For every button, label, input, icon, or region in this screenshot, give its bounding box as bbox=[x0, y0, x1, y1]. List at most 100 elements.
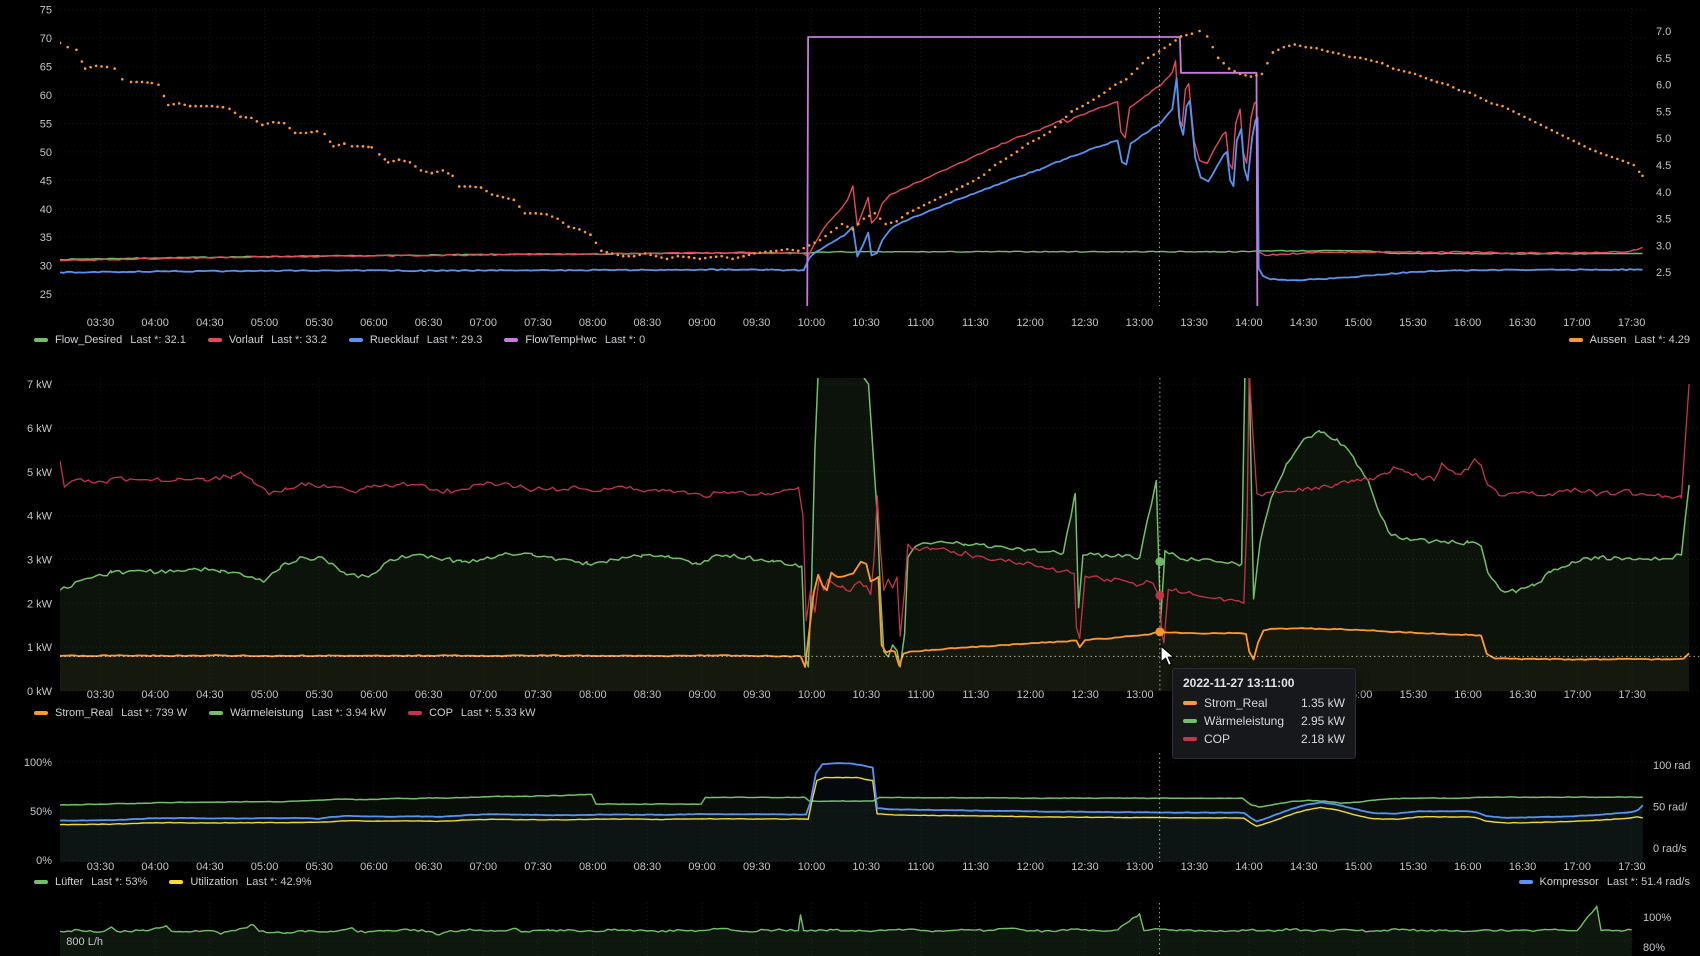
x-axis-time-label: 17:30 bbox=[1618, 861, 1646, 870]
series-Vorlauf bbox=[60, 60, 1643, 262]
series-Ruecklauf bbox=[60, 77, 1643, 282]
y-axis-left-label: 5 kW bbox=[27, 467, 53, 479]
legend-swatch-icon bbox=[1518, 880, 1533, 884]
tooltip-series-value: 2.18 kW bbox=[1300, 732, 1345, 746]
x-axis-time-label: 10:30 bbox=[852, 861, 880, 870]
x-axis-time-label: 06:30 bbox=[415, 689, 443, 700]
y-axis-right-label: 3.0 bbox=[1656, 240, 1671, 252]
legend-item-Wärmeleistung[interactable]: Wärmeleistung Last *: 3.94 kW bbox=[209, 707, 386, 719]
y-axis-left-label: 75 bbox=[40, 5, 52, 17]
y-axis-right-label: 6.5 bbox=[1656, 53, 1671, 65]
legend-item-Flow_Desired[interactable]: Flow_Desired Last *: 32.1 bbox=[34, 334, 186, 346]
y-axis-left-label: 65 bbox=[40, 62, 52, 74]
x-axis-time-label: 12:00 bbox=[1016, 861, 1044, 870]
legend-label: Vorlauf bbox=[228, 334, 264, 346]
x-axis-time-label: 11:00 bbox=[908, 861, 935, 870]
legend-label: Ruecklauf bbox=[369, 334, 419, 346]
legend-label: COP bbox=[429, 707, 453, 719]
x-axis-time-label: 09:30 bbox=[743, 317, 771, 329]
x-axis-time-label: 11:30 bbox=[962, 689, 989, 700]
x-axis-time-label: 12:30 bbox=[1071, 317, 1099, 329]
x-axis-time-label: 08:00 bbox=[579, 317, 607, 329]
x-axis-time-label: 04:30 bbox=[196, 689, 224, 700]
x-axis-time-label: 08:30 bbox=[634, 317, 662, 329]
legend-item-Utilization[interactable]: Utilization Last *: 42.9% bbox=[169, 876, 312, 888]
legend-last-value: Last *: 42.9% bbox=[246, 876, 312, 888]
x-axis-time-label: 03:30 bbox=[87, 317, 115, 329]
panel-flow[interactable]: 800 L/h 100% 80% bbox=[0, 901, 1700, 956]
legend-swatch-icon bbox=[504, 338, 519, 342]
x-axis-time-label: 16:00 bbox=[1454, 689, 1482, 700]
y-axis-left-label: 50 bbox=[40, 147, 52, 159]
legend-item-FlowTempHwc[interactable]: FlowTempHwc Last *: 0 bbox=[504, 334, 645, 346]
x-axis-time-label: 15:00 bbox=[1344, 317, 1372, 329]
chart-tooltip: 2022-11-27 13:11:00 Strom_Real 1.35 kW Wär… bbox=[1172, 668, 1356, 759]
chart-percent[interactable]: 0% 50% 100% 0 rad/s 50 rad/100 rad 03:30 04:00… bbox=[0, 728, 1700, 870]
tooltip-swatch-icon bbox=[1183, 719, 1197, 723]
y-axis-right-label: 80% bbox=[1643, 942, 1665, 954]
chart-temperatures[interactable]: 25 30 35 40 45 50 55 60 65 70 75 2.5 3.0 3.5 4.0 4.5 5.0… bbox=[0, 0, 1700, 330]
x-axis-time-label: 13:30 bbox=[1181, 861, 1209, 870]
y-axis-right-label: 3.5 bbox=[1656, 214, 1671, 226]
y-axis-left-label: 25 bbox=[40, 289, 52, 301]
x-axis-time-label: 09:00 bbox=[688, 317, 716, 329]
x-axis-time-label: 05:30 bbox=[305, 317, 333, 329]
chart-power[interactable]: 0 kW 1 kW 2 kW 3 kW 4 kW 5 kW 6 kW 7 kW 03:30 04:… bbox=[0, 358, 1700, 700]
legend-item-Kompressor[interactable]: Kompressor Last *: 51.4 rad/s bbox=[1518, 876, 1690, 888]
y-axis-right-label: 5.5 bbox=[1656, 106, 1671, 118]
legend-last-value: Last *: 3.94 kW bbox=[311, 707, 387, 719]
legend-swatch-icon bbox=[34, 338, 48, 342]
x-axis-time-label: 10:00 bbox=[798, 689, 826, 700]
panel-power[interactable]: 0 kW 1 kW 2 kW 3 kW 4 kW 5 kW 6 kW 7 kW 03:30 04:… bbox=[0, 358, 1700, 728]
y-axis-left-label: 50% bbox=[30, 806, 52, 818]
x-axis-time-label: 12:00 bbox=[1016, 317, 1044, 329]
y-axis-left-label: 0 kW bbox=[27, 686, 53, 698]
x-axis-time-label: 16:30 bbox=[1508, 317, 1536, 329]
x-axis-time-label: 06:30 bbox=[415, 861, 443, 870]
x-axis-time-label: 13:00 bbox=[1126, 861, 1154, 870]
legend-last-value: Last *: 4.29 bbox=[1634, 334, 1690, 346]
x-axis-time-label: 15:30 bbox=[1399, 861, 1427, 870]
tooltip-series-value: 2.95 kW bbox=[1300, 714, 1345, 728]
x-axis-time-label: 05:00 bbox=[251, 861, 279, 870]
legend-item-Aussen[interactable]: Aussen Last *: 4.29 bbox=[1568, 334, 1690, 346]
y-axis-right-label: 5.0 bbox=[1656, 133, 1671, 145]
x-axis-time-label: 17:30 bbox=[1618, 689, 1646, 700]
legend-label: Utilization bbox=[190, 876, 239, 888]
x-axis-time-label: 16:30 bbox=[1509, 861, 1537, 870]
x-axis-time-label: 12:30 bbox=[1071, 861, 1099, 870]
tooltip-series-name: COP bbox=[1204, 732, 1231, 746]
y-axis-left-label: 100% bbox=[24, 757, 52, 769]
legend-last-value: Last *: 53% bbox=[91, 876, 148, 888]
panel-percent[interactable]: 0% 50% 100% 0 rad/s 50 rad/100 rad 03:30 04:00… bbox=[0, 728, 1700, 901]
x-axis-time-label: 16:00 bbox=[1454, 861, 1482, 870]
x-axis-time-label: 04:00 bbox=[141, 689, 169, 700]
y-axis-left-label: 45 bbox=[40, 175, 52, 187]
x-axis-time-label: 03:30 bbox=[87, 861, 115, 870]
chart-flow[interactable]: 800 L/h 100% 80% bbox=[0, 901, 1700, 956]
legend-swatch-icon bbox=[34, 880, 48, 884]
x-axis-time-label: 12:30 bbox=[1071, 689, 1099, 700]
x-axis-time-label: 09:30 bbox=[743, 861, 771, 870]
legend-label: Strom_Real bbox=[55, 707, 114, 719]
y-axis-right-label: 4.0 bbox=[1656, 187, 1671, 199]
x-axis-time-label: 03:30 bbox=[87, 689, 115, 700]
x-axis-time-label: 04:30 bbox=[196, 317, 224, 329]
legend-temperatures: Flow_Desired Last *: 32.1 Vorlauf Last *: 3… bbox=[34, 334, 645, 346]
x-axis-time-label: 13:00 bbox=[1126, 317, 1154, 329]
series-Lüfter bbox=[60, 793, 1643, 808]
highlight-point bbox=[1155, 627, 1165, 637]
x-axis-time-label: 16:30 bbox=[1509, 689, 1537, 700]
legend-item-COP[interactable]: COP Last *: 5.33 kW bbox=[408, 707, 536, 719]
x-axis-time-label: 17:00 bbox=[1563, 861, 1591, 870]
legend-item-Lüfter[interactable]: Lüfter Last *: 53% bbox=[34, 876, 147, 888]
tooltip-series-name: Strom_Real bbox=[1204, 696, 1268, 710]
legend-item-Ruecklauf[interactable]: Ruecklauf Last *: 29.3 bbox=[348, 334, 482, 346]
mouse-cursor-icon bbox=[1160, 644, 1178, 674]
x-axis-time-label: 08:30 bbox=[634, 689, 662, 700]
panel-temperatures[interactable]: 25 30 35 40 45 50 55 60 65 70 75 2.5 3.0 3.5 4.0 4.5 5.0… bbox=[0, 0, 1700, 358]
legend-item-Vorlauf[interactable]: Vorlauf Last *: 33.2 bbox=[207, 334, 327, 346]
legend-label: Aussen bbox=[1589, 334, 1627, 346]
x-axis-time-label: 15:30 bbox=[1399, 317, 1427, 329]
legend-item-Strom_Real[interactable]: Strom_Real Last *: 739 W bbox=[34, 707, 187, 719]
